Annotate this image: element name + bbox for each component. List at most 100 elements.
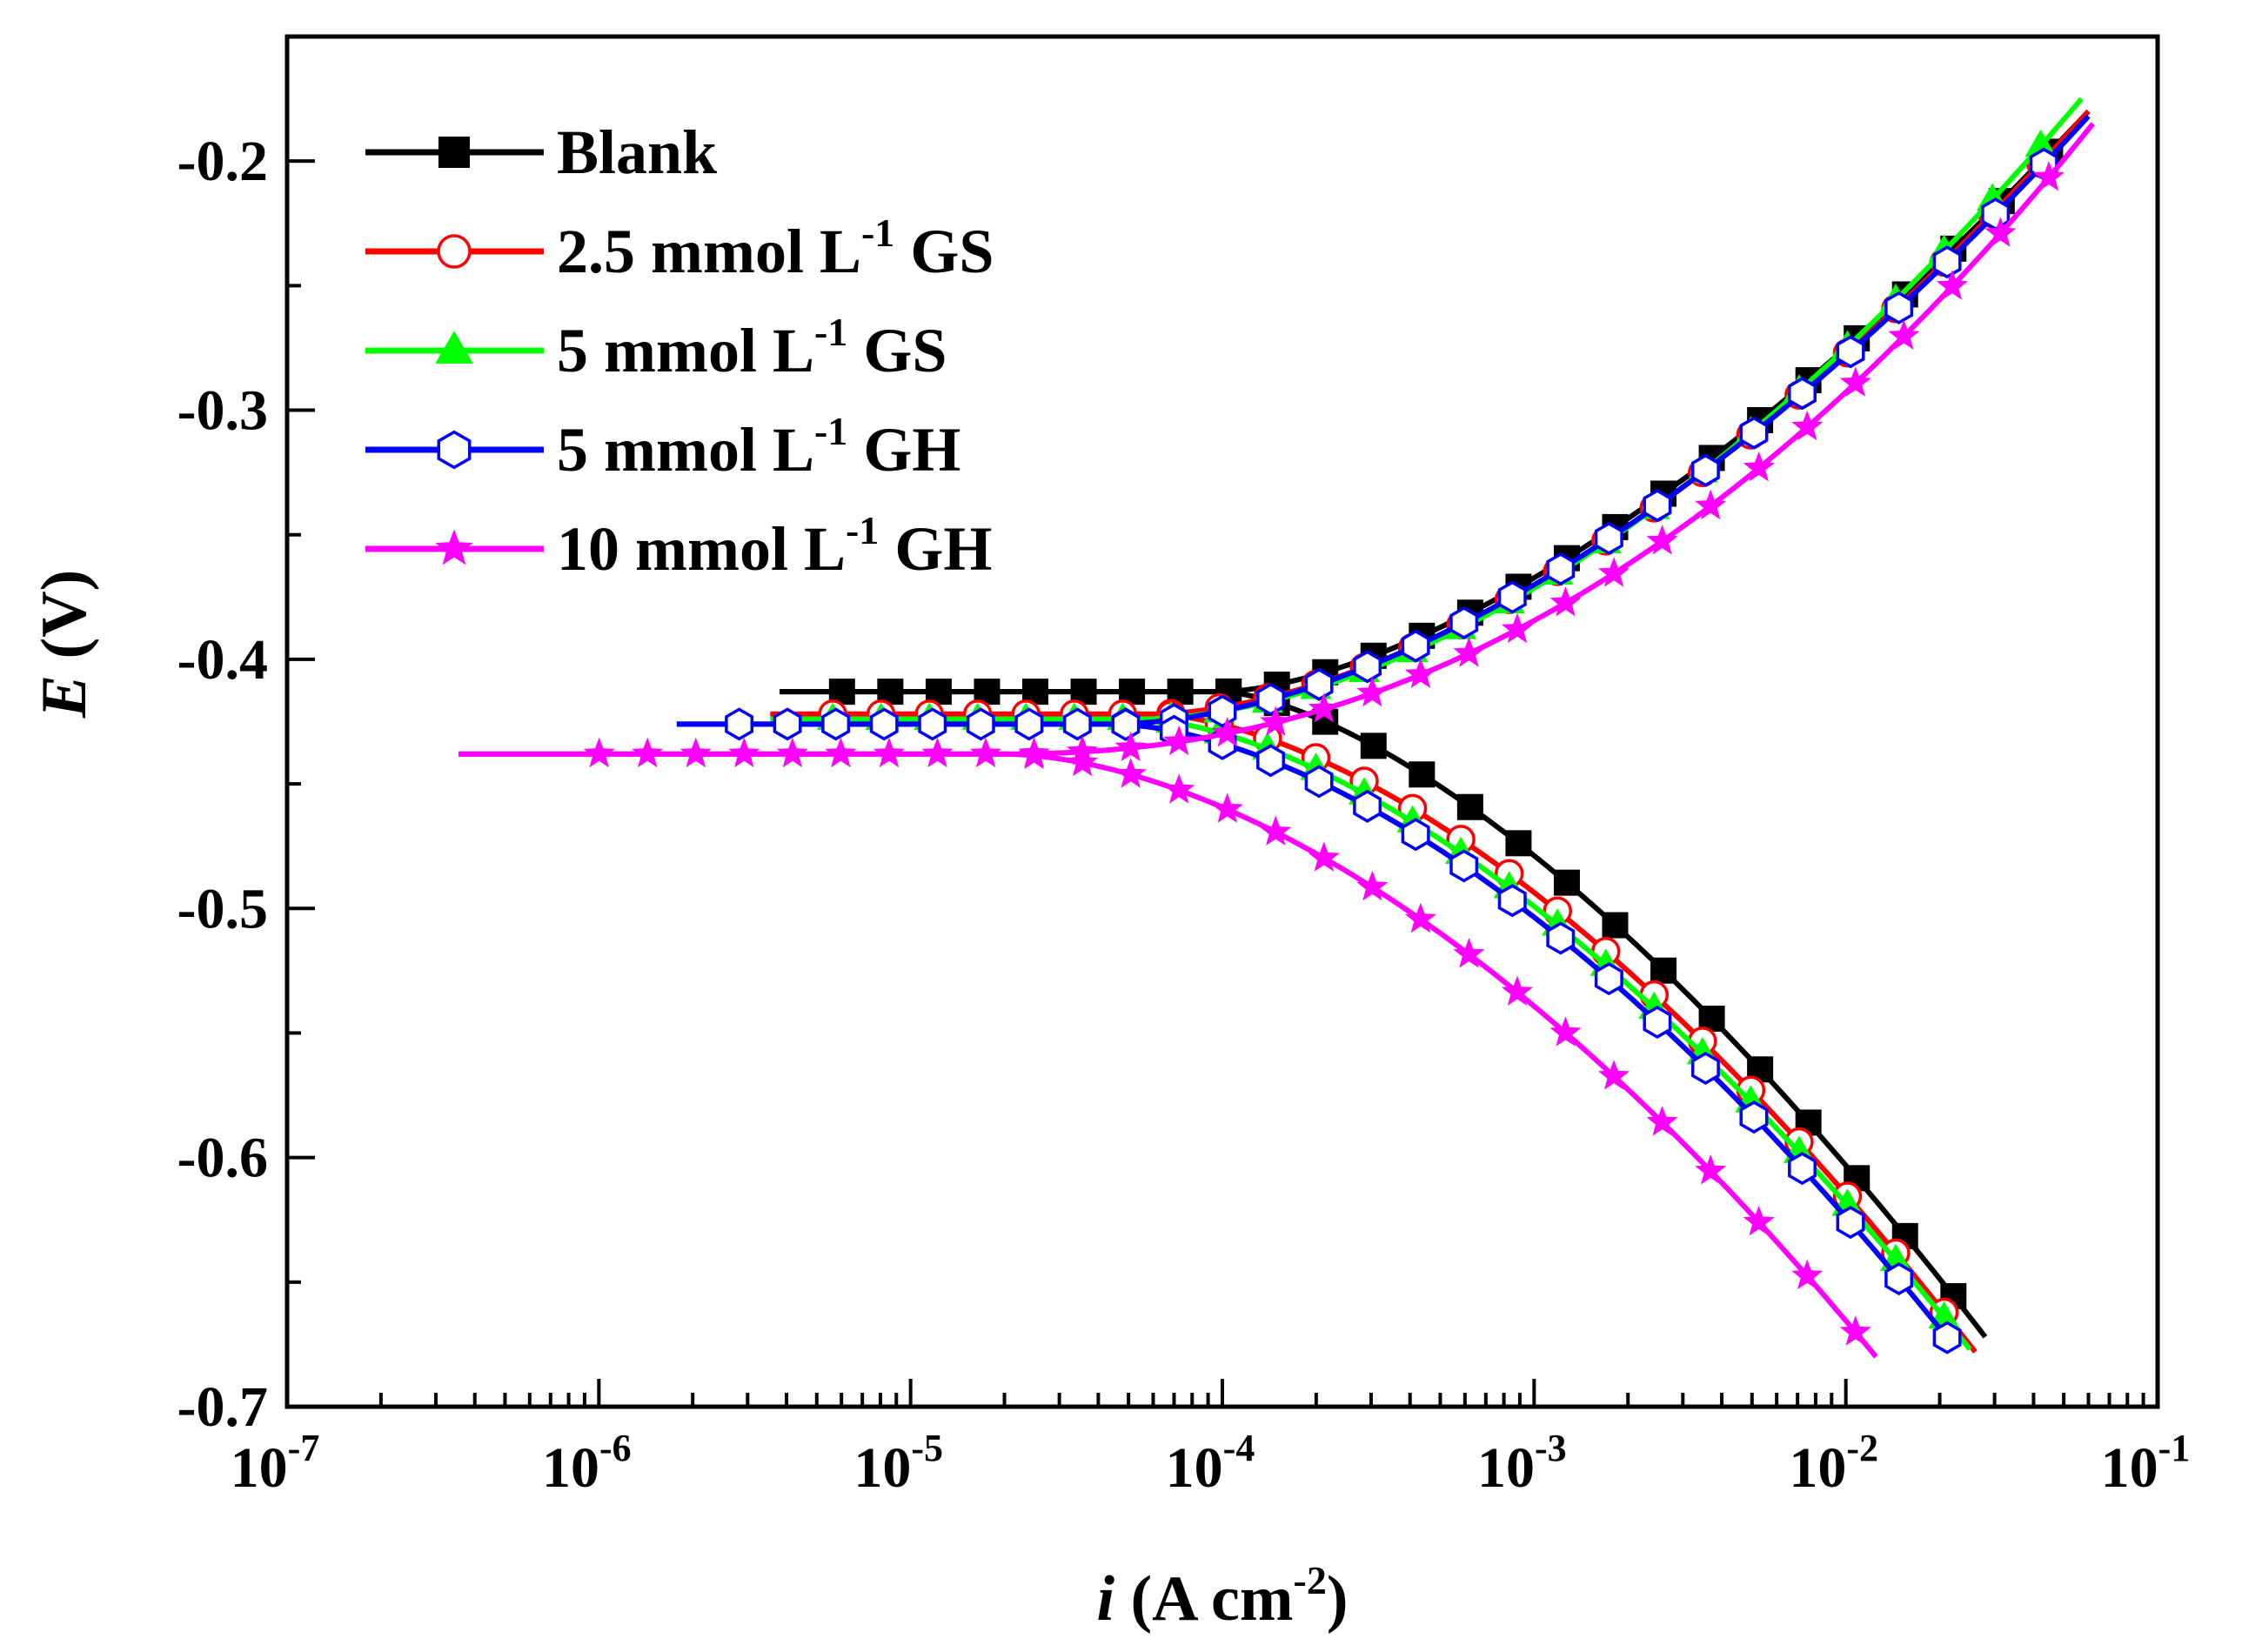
legend-entry-1: 2.5 mmol L-1 GS xyxy=(365,211,994,286)
series-4-cathodic-point xyxy=(1791,1259,1824,1290)
x-axis-unit: (A cm xyxy=(1114,1563,1294,1635)
legend-label: 2.5 mmol L-1 GS xyxy=(557,211,994,286)
series-4-cathodic-point xyxy=(970,737,1002,768)
series-4-cathodic-point xyxy=(1356,870,1389,901)
series-4-cathodic-point xyxy=(921,737,954,768)
legend: Blank 2.5 mmol L-1 GS 5 mmol L-1 GS 5 mmol … xyxy=(365,117,994,584)
legend-entry-2: 5 mmol L-1 GS xyxy=(365,310,947,385)
x-tick-label: 10-7 xyxy=(231,1427,320,1500)
x-tick-label: 10-1 xyxy=(2101,1427,2191,1500)
x-tick-label: 10-2 xyxy=(1789,1427,1878,1500)
legend-entry-0: Blank xyxy=(365,117,717,187)
series-0-cathodic-point xyxy=(1456,793,1483,820)
series-3-anodic-point xyxy=(1546,552,1576,586)
y-tick-label: -0.3 xyxy=(177,379,268,443)
y-tick-label: -0.2 xyxy=(177,130,268,193)
series-3-anodic-point xyxy=(1739,416,1769,450)
series-4-anodic-point xyxy=(1163,725,1195,756)
x-axis-unit-close: ) xyxy=(1327,1563,1349,1635)
legend-label: 5 mmol L-1 GH xyxy=(557,409,960,485)
series-4-anodic-point xyxy=(1260,706,1292,736)
series-4-anodic-point xyxy=(1743,451,1775,482)
series-4-anodic-point xyxy=(1791,410,1824,441)
series-4-cathodic-point xyxy=(825,737,857,768)
series-3-anodic-point xyxy=(1836,335,1865,369)
series-4-cathodic-point xyxy=(1018,739,1050,769)
series-3-cathodic-point xyxy=(869,707,899,741)
series-4-cathodic-point xyxy=(1404,902,1436,933)
series-4-anodic-point xyxy=(1308,692,1340,723)
series-4-cathodic-point xyxy=(1501,975,1534,1006)
legend-label: 10 mmol L-1 GH xyxy=(557,508,992,584)
series-3-anodic-point xyxy=(1401,629,1430,663)
series-4-anodic-point xyxy=(1211,717,1243,747)
series-0-cathodic-point xyxy=(1409,761,1436,788)
series-4-anodic-point xyxy=(1695,489,1727,520)
legend-label: 5 mmol L-1 GS xyxy=(557,310,947,385)
series-4-cathodic-point xyxy=(1163,773,1195,804)
series-0-cathodic-point xyxy=(1360,732,1387,759)
y-tick-label: -0.4 xyxy=(177,628,268,692)
legend-marker xyxy=(435,331,473,364)
series-4-cathodic-point xyxy=(1453,938,1485,968)
series-layer xyxy=(458,97,2095,1359)
series-4-cathodic-point xyxy=(632,737,664,768)
x-axis-unit-exponent: -2 xyxy=(1294,1558,1327,1602)
series-0-cathodic-point xyxy=(1505,830,1532,857)
series-3-cathodic-point xyxy=(1304,765,1334,799)
series-3-anodic-point xyxy=(1981,197,2011,231)
series-4-anodic-point xyxy=(1453,637,1485,667)
legend-marker xyxy=(437,234,472,269)
series-4-cathodic-point xyxy=(1067,746,1099,777)
series-3-cathodic-point xyxy=(1546,921,1576,955)
series-4-cathodic-point xyxy=(776,737,808,768)
series-3-anodic-point xyxy=(1304,667,1334,701)
legend-entry-4: 10 mmol L-1 GH xyxy=(365,508,992,584)
legend-marker xyxy=(437,430,472,470)
y-tick-label: -0.5 xyxy=(177,877,268,940)
series-4-cathodic-point xyxy=(728,737,760,768)
series-4-anodic-point xyxy=(1888,319,1920,350)
series-4-cathodic-point xyxy=(679,737,712,768)
series-3-anodic-point xyxy=(1449,605,1479,640)
series-3-anodic-point xyxy=(1353,650,1382,684)
plot-frame xyxy=(284,34,2160,1409)
x-tick-label: 10-4 xyxy=(1166,1427,1255,1500)
series-4-anodic-point xyxy=(1839,366,1871,397)
series-3-anodic-point xyxy=(1497,580,1527,614)
series-4-anodic-point xyxy=(1549,586,1582,617)
series-4-cathodic-point xyxy=(1114,758,1147,788)
series-4-cathodic-point xyxy=(1211,793,1243,823)
series-4-anodic-point xyxy=(1936,270,1968,300)
y-tick-label: -0.7 xyxy=(177,1375,268,1439)
series-3-cathodic-point xyxy=(1111,707,1141,741)
series-3-cathodic-point xyxy=(1884,1261,1914,1296)
series-4-cathodic-point xyxy=(1646,1106,1678,1136)
y-axis-title: E (V) xyxy=(29,570,100,719)
series-4-anodic-point xyxy=(1356,676,1389,707)
series-3-anodic-point xyxy=(1208,694,1237,728)
series-3-cathodic-point xyxy=(1788,1152,1817,1186)
x-axis-title: i (A cm-2) xyxy=(1096,1558,1348,1635)
series-4-cathodic-point xyxy=(1308,841,1340,872)
series-3-cathodic-point xyxy=(821,707,851,741)
series-3-cathodic-point xyxy=(1062,707,1092,741)
y-axis-unit: (V) xyxy=(29,570,100,675)
axis-ticks xyxy=(285,35,2159,1408)
series-4-anodic-point xyxy=(1114,731,1147,762)
series-3-cathodic-point xyxy=(966,707,995,741)
series-4-anodic-point xyxy=(1984,217,2017,247)
series-3-cathodic-point xyxy=(1739,1100,1769,1134)
y-axis-variable: E xyxy=(29,675,100,719)
series-3-anodic-point xyxy=(1884,291,1914,324)
series-3-cathodic-point xyxy=(1256,744,1286,778)
series-3-cathodic-point xyxy=(1497,884,1527,918)
series-4 xyxy=(458,122,2095,1359)
series-4-cathodic-line xyxy=(458,751,1878,1359)
series-3-cathodic-point xyxy=(1690,1051,1720,1086)
series-3-cathodic-point xyxy=(1932,1321,1962,1354)
series-4-anodic-point xyxy=(1501,612,1534,644)
series-3-cathodic-point xyxy=(725,707,754,741)
series-3-anodic-point xyxy=(1690,453,1720,487)
series-4-cathodic-point xyxy=(1695,1154,1727,1185)
